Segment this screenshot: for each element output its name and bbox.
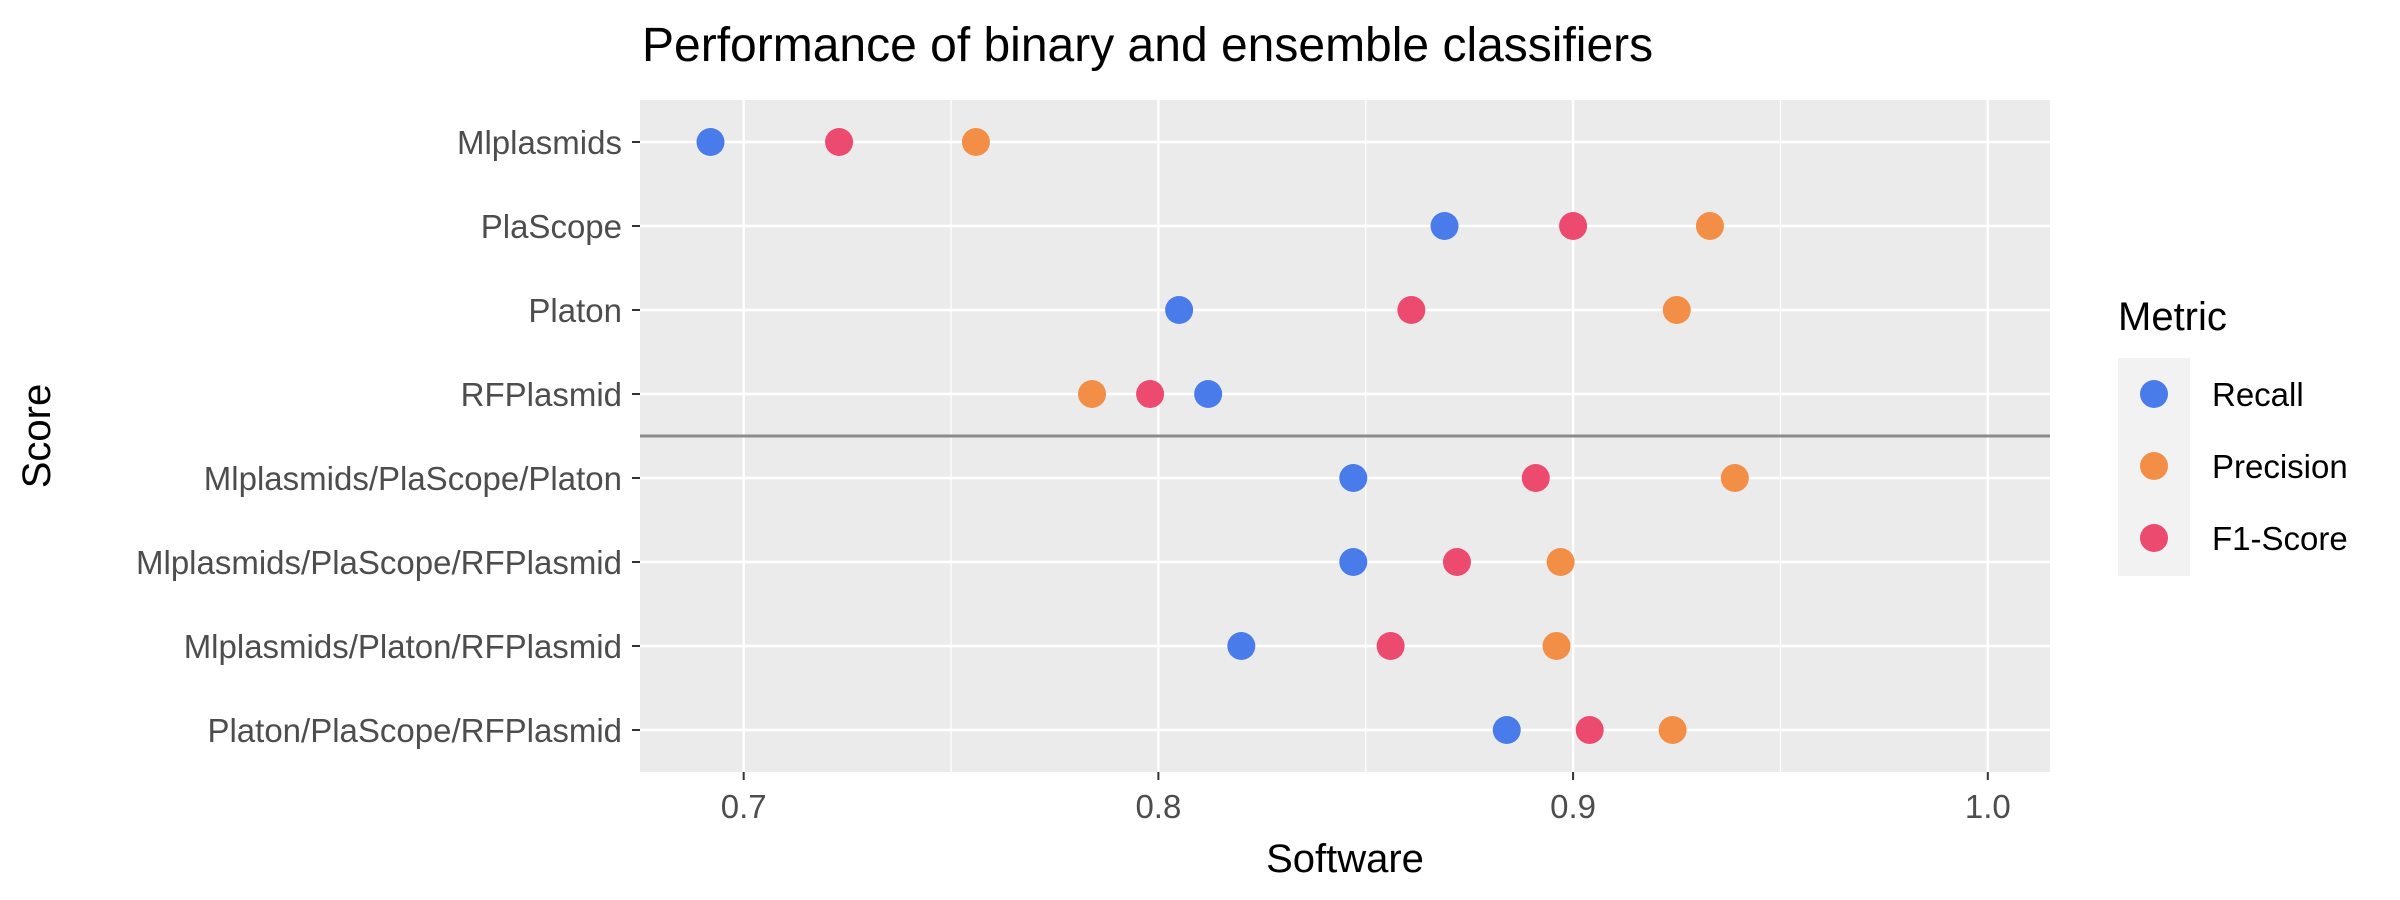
point-f1-score (1575, 716, 1604, 744)
point-recall (1430, 212, 1459, 240)
point-f1-score (1442, 548, 1471, 576)
point-f1-score (825, 128, 854, 156)
y-tick-label: Platon/PlaScope/RFPlasmid (207, 712, 622, 749)
chart-title: Performance of binary and ensemble class… (642, 19, 1653, 72)
legend-key-precision (2140, 452, 2168, 480)
y-tick-label: PlaScope (481, 208, 622, 245)
point-recall (1165, 296, 1194, 324)
point-precision (1658, 716, 1687, 744)
point-precision (1695, 212, 1724, 240)
point-recall (1227, 632, 1256, 660)
y-axis-title: Score (15, 384, 59, 489)
y-axis-ticks: Mlplasmids PlaScope Platon RFPlasmid Mlplasm… (136, 124, 640, 749)
legend-key-recall (2140, 380, 2168, 408)
point-precision (1078, 380, 1107, 408)
point-f1-score (1376, 632, 1405, 660)
legend-label-recall: Recall (2212, 376, 2304, 413)
x-tick-label: 0.7 (721, 788, 767, 825)
point-precision (1546, 548, 1575, 576)
point-f1-score (1521, 464, 1550, 492)
point-precision (1720, 464, 1749, 492)
y-tick-label: Mlplasmids (457, 124, 622, 161)
x-axis-ticks: 0.7 0.8 0.9 1.0 (721, 772, 2011, 825)
point-precision (961, 128, 990, 156)
data-points (696, 128, 1749, 744)
major-gridlines (640, 100, 2050, 772)
point-recall (1492, 716, 1521, 744)
point-recall (1339, 548, 1368, 576)
point-recall (1339, 464, 1368, 492)
x-tick-label: 0.9 (1550, 788, 1596, 825)
legend-title: Metric (2118, 295, 2227, 339)
y-tick-label: Mlplasmids/PlaScope/RFPlasmid (136, 544, 622, 581)
legend-label-f1-score: F1-Score (2212, 520, 2348, 557)
x-tick-label: 1.0 (1965, 788, 2011, 825)
x-axis-title: Software (1266, 837, 1424, 881)
point-f1-score (1559, 212, 1588, 240)
point-recall (1194, 380, 1223, 408)
x-tick-label: 0.8 (1135, 788, 1181, 825)
point-f1-score (1397, 296, 1426, 324)
point-f1-score (1136, 380, 1165, 408)
y-tick-label: RFPlasmid (461, 376, 622, 413)
point-precision (1542, 632, 1571, 660)
legend-label-precision: Precision (2212, 448, 2348, 485)
y-tick-label: Platon (528, 292, 622, 329)
point-recall (696, 128, 725, 156)
legend: Metric Recall Precision F1-Score (2118, 295, 2348, 576)
legend-key-f1-score (2140, 524, 2168, 552)
y-tick-label: Mlplasmids/PlaScope/Platon (204, 460, 622, 497)
y-tick-label: Mlplasmids/Platon/RFPlasmid (184, 628, 622, 665)
point-precision (1662, 296, 1691, 324)
